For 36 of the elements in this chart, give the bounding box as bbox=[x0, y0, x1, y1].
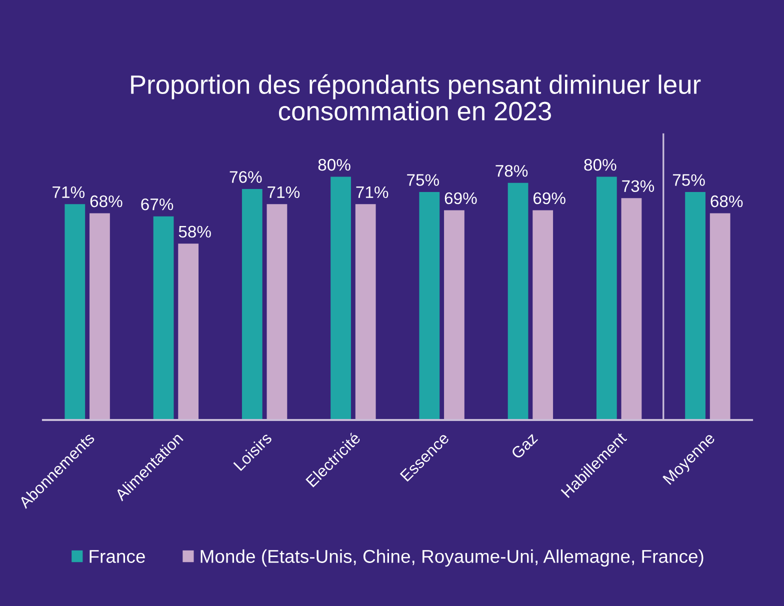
legend-label: Monde (Etats-Unis, Chine, Royaume-Uni, Allemagne, France) bbox=[200, 549, 704, 567]
bar bbox=[710, 213, 730, 420]
bar bbox=[444, 210, 464, 420]
data-label: 73% bbox=[622, 180, 654, 192]
bar bbox=[64, 204, 86, 420]
bar bbox=[621, 198, 642, 420]
data-label: 69% bbox=[444, 192, 477, 204]
data-label: 78% bbox=[496, 165, 528, 177]
bar bbox=[532, 210, 554, 420]
bar bbox=[266, 204, 288, 420]
data-label: 80% bbox=[318, 158, 350, 171]
bar bbox=[330, 176, 351, 420]
x-tick-label: Gaz bbox=[510, 432, 538, 460]
data-label: 80% bbox=[584, 158, 616, 171]
bar bbox=[596, 176, 617, 420]
bar bbox=[508, 182, 528, 420]
bar bbox=[178, 244, 199, 420]
data-label: 75% bbox=[407, 174, 440, 186]
bar bbox=[685, 192, 706, 420]
bar bbox=[419, 192, 440, 420]
data-label: 58% bbox=[178, 226, 211, 238]
legend-label: France bbox=[90, 550, 145, 563]
data-label: 75% bbox=[672, 174, 705, 186]
data-label: 76% bbox=[230, 171, 262, 183]
data-label: 67% bbox=[141, 198, 174, 210]
bar bbox=[355, 204, 376, 420]
bar bbox=[242, 188, 262, 420]
bar bbox=[153, 216, 174, 420]
data-label: 68% bbox=[90, 195, 122, 208]
data-label: 71% bbox=[52, 186, 85, 198]
data-label: 68% bbox=[710, 195, 743, 208]
data-label: 71% bbox=[356, 186, 388, 198]
chart-title: Proportion des répondants pensant diminuer leur consommation en 2023 bbox=[131, 74, 701, 120]
bar bbox=[90, 213, 110, 420]
data-label: 69% bbox=[534, 192, 566, 204]
data-label: 71% bbox=[268, 186, 300, 198]
